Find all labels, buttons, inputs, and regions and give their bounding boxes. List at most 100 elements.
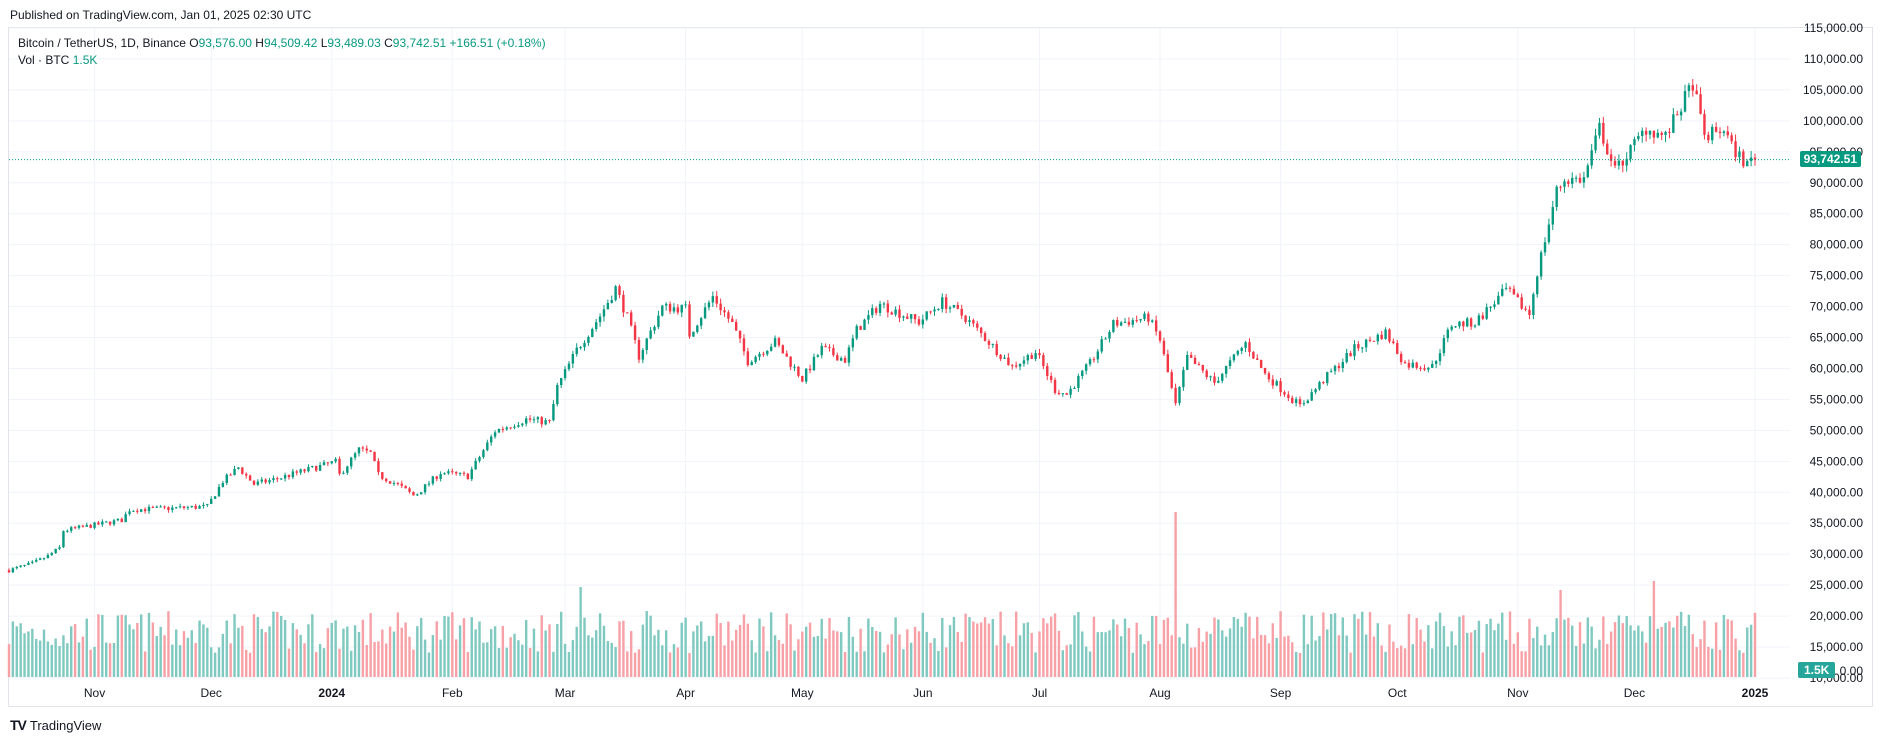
candle-body xyxy=(260,479,263,482)
time-tick-label: Dec xyxy=(201,686,222,700)
volume-bar xyxy=(672,644,676,677)
volume-label[interactable]: Vol · BTC xyxy=(18,53,70,67)
candle-body xyxy=(400,483,403,486)
candle-body xyxy=(909,314,913,319)
candle-body xyxy=(1232,354,1236,361)
candle-body xyxy=(1217,380,1220,383)
volume-bar xyxy=(229,643,232,677)
candle-body xyxy=(140,509,143,512)
volume-bar xyxy=(276,612,279,677)
time-axis[interactable]: Nov Dec 2024 Feb Mar Apr May Jun Jul Aug Sep Oct Nov… xyxy=(84,686,1769,700)
candle-body xyxy=(1396,343,1399,354)
candle-body xyxy=(1205,370,1208,378)
candle-body xyxy=(1361,347,1364,349)
candle-body xyxy=(960,308,963,316)
volume-bar xyxy=(657,629,660,677)
volume-bar xyxy=(272,611,275,677)
volume-bar xyxy=(999,611,1002,677)
candle-body xyxy=(1131,320,1135,325)
candle-body xyxy=(50,553,53,556)
price-tick-label: 105,000.00 xyxy=(1803,83,1863,97)
candle-body xyxy=(843,358,847,363)
volume-bar xyxy=(1341,617,1345,677)
volume-bar xyxy=(392,631,396,677)
candle-body xyxy=(653,326,656,331)
volume-bar xyxy=(567,652,571,677)
volume-bar xyxy=(1178,637,1181,677)
volume-bar xyxy=(1644,642,1648,677)
candle-body xyxy=(1061,393,1065,395)
volume-bar xyxy=(1081,631,1084,677)
volume-bar xyxy=(159,626,162,677)
candle-body xyxy=(777,338,781,346)
candle-body xyxy=(225,474,228,483)
volume-bar xyxy=(602,625,606,677)
volume-bar xyxy=(225,620,228,677)
volume-bar xyxy=(1361,611,1364,677)
volume-bar xyxy=(470,617,473,677)
volume-bar xyxy=(1427,625,1430,677)
volume-bar xyxy=(622,620,625,677)
volume-bar xyxy=(1197,628,1201,677)
volume-bar xyxy=(1411,644,1415,677)
candle-body xyxy=(1263,367,1267,374)
candle-body xyxy=(1174,387,1177,404)
candle-body xyxy=(1376,334,1380,342)
close-value: 93,742.51 xyxy=(392,36,447,50)
volume-bar xyxy=(1652,581,1656,677)
candle-body xyxy=(1707,134,1710,141)
volume-bar xyxy=(314,652,318,677)
tradingview-brand[interactable]: TV TradingView xyxy=(10,717,101,733)
candle-body xyxy=(1633,139,1636,146)
open-value: 93,576.00 xyxy=(198,36,252,50)
volume-bar xyxy=(435,621,438,677)
candle-body xyxy=(715,296,718,304)
volume-bar xyxy=(1473,630,1477,677)
volume-bar xyxy=(489,629,493,677)
volume-bar xyxy=(151,622,155,677)
volume-bar xyxy=(186,637,190,677)
candle-body xyxy=(517,425,520,427)
candle-body xyxy=(1088,359,1092,365)
volume-bar xyxy=(626,651,629,677)
time-tick-label: Oct xyxy=(1388,686,1407,700)
volume-bar xyxy=(909,642,913,677)
volume-bar xyxy=(346,626,349,677)
volume-bar xyxy=(641,624,645,677)
volume-bar xyxy=(1084,646,1088,677)
volume-bar xyxy=(812,636,816,677)
volume-bar xyxy=(1543,634,1547,677)
volume-bar xyxy=(552,651,555,677)
volume-bar xyxy=(995,645,998,677)
brand-name: TradingView xyxy=(29,717,102,733)
candle-body xyxy=(478,457,481,461)
candle-body xyxy=(793,366,796,368)
volume-bar xyxy=(143,651,147,677)
symbol-label[interactable]: Bitcoin / TetherUS, 1D, Binance xyxy=(18,36,186,50)
candle-body xyxy=(579,347,582,349)
volume-bar xyxy=(400,627,403,677)
candle-body xyxy=(1621,160,1624,166)
volume-bar xyxy=(1073,615,1076,677)
volume-bar xyxy=(843,652,847,677)
volume-bar xyxy=(178,645,182,677)
candle-body xyxy=(35,559,38,562)
candle-body xyxy=(1481,315,1485,319)
candle-body xyxy=(532,419,536,421)
candle-body xyxy=(295,471,298,473)
candle-body xyxy=(1166,354,1170,373)
candle-body xyxy=(1345,352,1348,363)
candle-body xyxy=(1318,382,1321,390)
high-value: 94,509.42 xyxy=(263,36,318,50)
volume-bar xyxy=(1026,622,1030,677)
candle-body xyxy=(750,362,753,366)
candle-body xyxy=(248,475,252,481)
volume-bar xyxy=(190,630,193,677)
price-tick-label: 75,000.00 xyxy=(1810,269,1864,283)
candle-body xyxy=(629,312,633,326)
price-axis[interactable]: 10,000.0015,000.0020,000.0025,000.0030,0… xyxy=(1803,21,1863,685)
volume-bar xyxy=(1539,645,1543,677)
volume-bar xyxy=(1092,616,1096,677)
candle-body xyxy=(1664,131,1667,135)
